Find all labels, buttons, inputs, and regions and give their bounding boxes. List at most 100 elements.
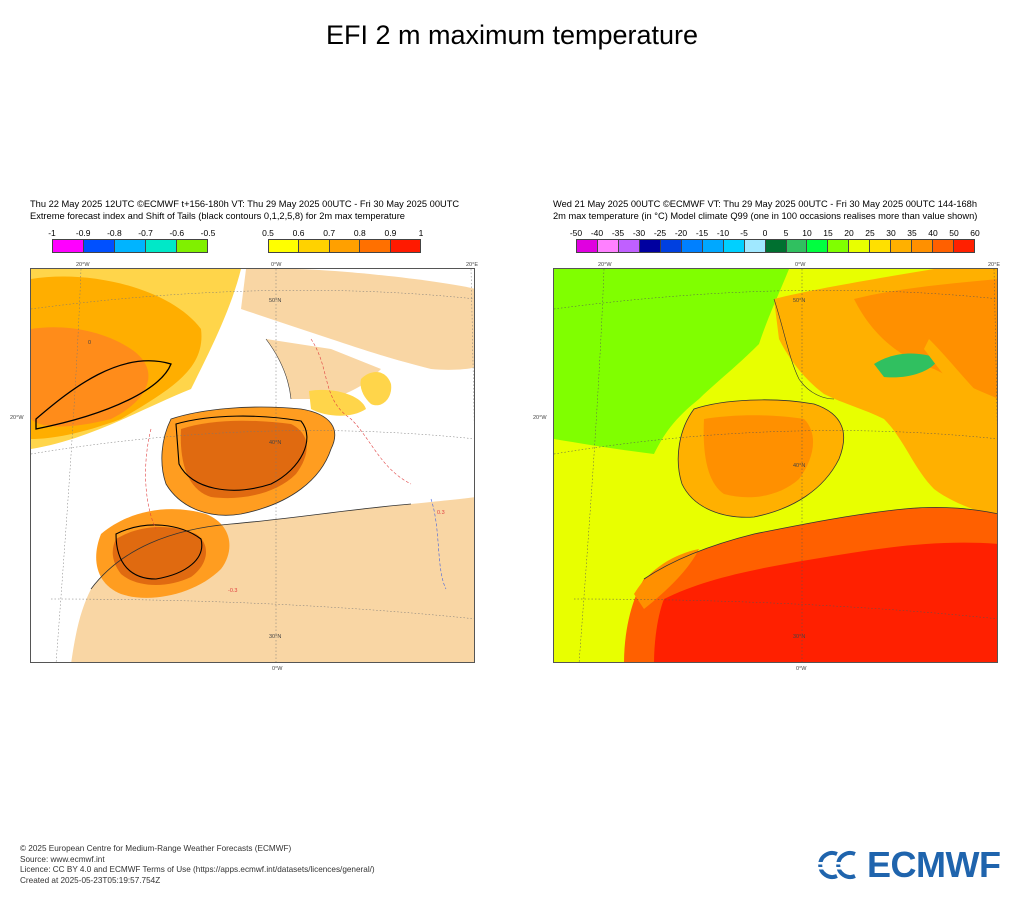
right-panel-header: Wed 21 May 2025 00UTC ©ECMWF VT: Thu 29 …: [553, 198, 977, 222]
colorbar-tick: -35: [611, 228, 625, 238]
axis-label: 0°W: [272, 666, 283, 672]
right-map-graphic: [554, 269, 997, 662]
efi-field-iberia-core: [180, 420, 307, 499]
sot-contour-iberia: [175, 415, 308, 491]
colorbar-tick: 0.6: [292, 228, 305, 238]
right-q99-map: [553, 268, 998, 663]
right-header-line1: Wed 21 May 2025 00UTC ©ECMWF VT: Thu 29 …: [553, 199, 978, 209]
colorbar-tick: 0.5: [262, 228, 274, 238]
colorbar-tick: 10: [802, 228, 812, 238]
right-colorbar-labels: -50 -40 -35 -30 -25 -20 -15 -10 -5 0 5 1…: [570, 228, 980, 238]
contour-label: 0.3: [437, 510, 445, 516]
colorbar-swatch: [360, 240, 391, 252]
footer-licence: Licence: CC BY 4.0 and ECMWF Terms of Us…: [20, 865, 375, 874]
axis-label: 20°W: [10, 415, 24, 421]
colorbar-swatch: [146, 240, 177, 252]
left-map-graphic: [31, 269, 474, 662]
coastline-iberia: [161, 406, 336, 516]
colorbar-tick: -0.6: [169, 228, 185, 238]
efi-contour-dashed: [145, 428, 157, 530]
q99-field-sardinia: [906, 408, 921, 445]
colorbar-swatch: [577, 240, 598, 252]
graticule-30n: [50, 598, 474, 620]
coastline-france: [265, 338, 292, 400]
axis-label: 40°N: [793, 463, 806, 469]
colorbar-swatch: [954, 240, 975, 252]
left-panel-header: Thu 22 May 2025 12UTC ©ECMWF t+156-180h …: [30, 198, 459, 222]
colorbar-swatch: [765, 240, 787, 252]
colorbar-swatch: [807, 240, 829, 252]
colorbar-swatch: [744, 240, 766, 252]
colorbar-tick: -20: [674, 228, 688, 238]
left-neg-colorbar-labels: -1 -0.9 -0.8 -0.7 -0.6 -0.5: [48, 228, 215, 238]
colorbar-swatch: [597, 240, 619, 252]
colorbar-tick: 30: [886, 228, 896, 238]
contour-label: -0.3: [228, 588, 238, 594]
ecmwf-logo-icon: [815, 851, 861, 879]
right-colorbar: [576, 239, 975, 253]
axis-label: 50°N: [269, 298, 282, 304]
left-neg-colorbar: [52, 239, 208, 253]
footer-copyright: © 2025 European Centre for Medium-Range …: [20, 844, 292, 853]
colorbar-tick: 5: [783, 228, 789, 238]
colorbar-tick: -15: [695, 228, 709, 238]
colorbar-tick: -30: [632, 228, 646, 238]
colorbar-swatch: [618, 240, 640, 252]
colorbar-tick: 0.8: [353, 228, 366, 238]
contour-label: 0: [88, 340, 92, 346]
ecmwf-logo-text: ECMWF: [867, 844, 1001, 885]
axis-label: 20°W: [598, 262, 612, 268]
axis-label: 0°W: [795, 262, 806, 268]
q99-field-iberia-core: [703, 415, 814, 498]
coastline-iberia: [677, 399, 845, 518]
graticule-30n: [573, 598, 997, 620]
left-pos-colorbar: [268, 239, 421, 253]
colorbar-tick: 1: [418, 228, 424, 238]
axis-label: 20°W: [76, 262, 90, 268]
axis-label: 50°N: [793, 298, 806, 304]
q99-field-alps: [874, 353, 939, 378]
colorbar-tick: 0.9: [384, 228, 397, 238]
colorbar-swatch: [390, 240, 421, 252]
colorbar-tick: 40: [928, 228, 938, 238]
efi-field-gulf-lion: [309, 389, 366, 416]
colorbar-swatch: [299, 240, 330, 252]
colorbar-tick: 60: [970, 228, 980, 238]
ecmwf-logo: ECMWF: [815, 844, 1001, 885]
colorbar-tick: 0: [762, 228, 768, 238]
colorbar-swatch: [177, 240, 207, 252]
colorbar-tick: -0.7: [138, 228, 153, 238]
colorbar-swatch: [891, 240, 913, 252]
footer-credits: © 2025 European Centre for Medium-Range …: [20, 844, 375, 886]
axis-label: 30°N: [269, 634, 282, 640]
axis-label: 0°W: [271, 262, 282, 268]
colorbar-swatch: [84, 240, 115, 252]
colorbar-swatch: [849, 240, 871, 252]
colorbar-swatch: [681, 240, 703, 252]
efi-contour-dashed: [310, 338, 412, 485]
colorbar-swatch: [723, 240, 745, 252]
colorbar-swatch: [329, 240, 361, 252]
sot-contour-morocco: [115, 524, 203, 580]
colorbar-tick: 25: [865, 228, 875, 238]
colorbar-swatch: [639, 240, 661, 252]
colorbar-swatch: [53, 240, 84, 252]
axis-label: 40°N: [269, 440, 282, 446]
left-header-line2: Extreme forecast index and Shift of Tail…: [30, 211, 405, 221]
colorbar-swatch: [115, 240, 146, 252]
colorbar-swatch: [786, 240, 808, 252]
land-europe: [241, 269, 474, 370]
efi-field-atlantic-high: [31, 327, 149, 427]
efi-field-sardinia: [360, 372, 392, 406]
axis-label: 30°N: [793, 634, 806, 640]
q99-field-sahara: [654, 542, 997, 662]
colorbar-tick: -1: [48, 228, 56, 238]
coastline-africa: [643, 506, 997, 580]
colorbar-tick: -0.9: [75, 228, 91, 238]
colorbar-tick: 0.7: [323, 228, 336, 238]
colorbar-swatch: [912, 240, 934, 252]
colorbar-tick: 20: [844, 228, 854, 238]
right-header-line2: 2m max temperature (in °C) Model climate…: [553, 211, 978, 221]
colorbar-swatch: [933, 240, 955, 252]
coastline-africa: [90, 503, 412, 590]
